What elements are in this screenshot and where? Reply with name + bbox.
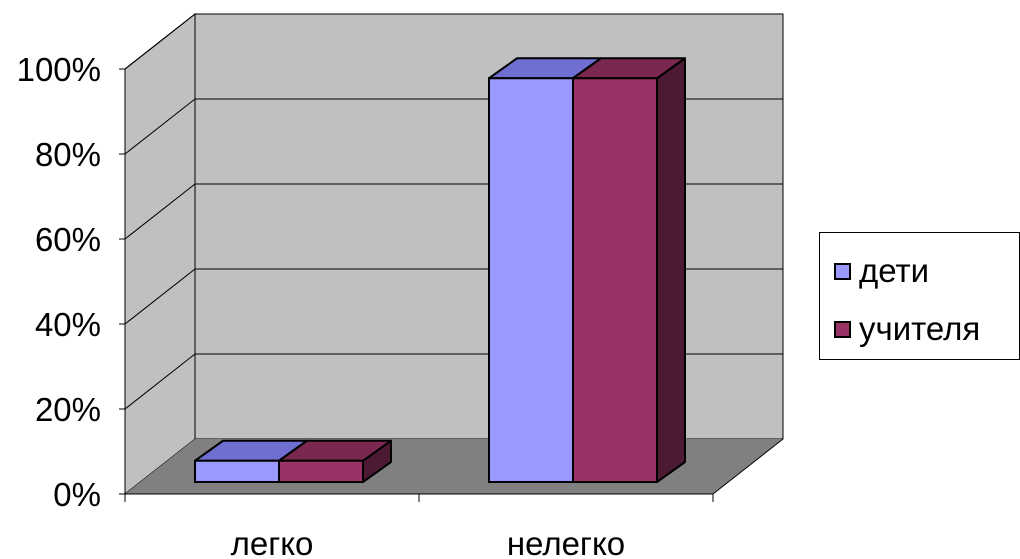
y-tick-label: 0% [53, 476, 101, 513]
bar-1-1 [572, 77, 658, 483]
x-tick-label: нелегко [507, 525, 625, 559]
legend-item-deti: дети [834, 251, 929, 291]
legend-label-uchitelya: учителя [859, 310, 981, 347]
y-tick-label: 20% [35, 391, 101, 428]
axes [119, 68, 784, 502]
legend: дети учителя [819, 232, 1020, 360]
floor-edge [712, 438, 784, 495]
bars [194, 57, 686, 483]
x-tick-labels: легко нелегко [231, 525, 626, 559]
bar-side [656, 57, 686, 483]
y-tick-labels: 0% 20% 40% 60% 80% 100% [17, 51, 101, 513]
bar-0-0 [194, 459, 280, 483]
legend-swatch-deti [834, 262, 851, 280]
legend-swatch-uchitelya [834, 320, 851, 338]
y-tick-label: 100% [17, 51, 101, 88]
gridline [124, 13, 783, 70]
x-tick-label: легко [231, 525, 314, 559]
legend-label-deti: дети [859, 252, 930, 289]
y-tick-label: 80% [35, 136, 101, 173]
y-tick-label: 60% [35, 221, 101, 258]
legend-item-uchitelya: учителя [834, 309, 980, 349]
bar-0-1 [278, 459, 364, 483]
side-wall [124, 12, 196, 496]
bar-1-0 [488, 77, 574, 483]
y-tick-label: 40% [35, 306, 101, 343]
